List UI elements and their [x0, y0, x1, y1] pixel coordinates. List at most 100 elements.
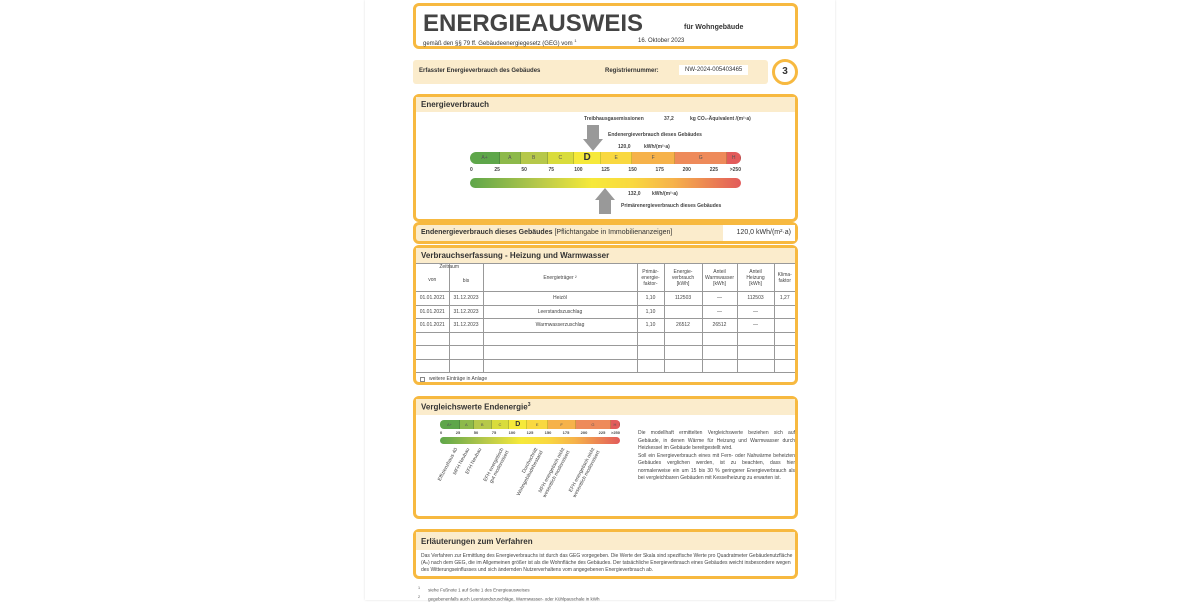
ghg-unit: kg CO₂-Äquivalent /(m²·a)	[690, 116, 751, 122]
cell-consumption: 26512	[664, 319, 702, 333]
cell-heat: —	[737, 305, 774, 319]
cell-pef: 1,10	[637, 292, 664, 306]
cell-consumption	[664, 346, 702, 360]
header-consumption: Energie- verbrauch [kWh]	[664, 264, 702, 292]
energy-class-D: D	[509, 420, 527, 429]
cell-ww	[702, 346, 737, 360]
scale-tick: 125	[601, 167, 609, 173]
cell-climate	[774, 332, 795, 346]
cell-to: 31.12.2023	[449, 319, 483, 333]
cell-from: 01.01.2021	[416, 292, 449, 306]
scale-tick: 75	[492, 430, 496, 435]
scale-tick: 200	[581, 430, 588, 435]
energy-class-C: C	[492, 420, 509, 429]
cell-climate	[774, 319, 795, 333]
energy-class-H: H	[611, 420, 620, 429]
cell-from: 01.01.2021	[416, 305, 449, 319]
cell-to: 31.12.2023	[449, 305, 483, 319]
cell-consumption	[664, 359, 702, 373]
cell-pef	[637, 359, 664, 373]
comparison-footnote: 3	[528, 402, 531, 408]
energy-section: Energieverbrauch Treibhausgasemissionen …	[413, 94, 798, 222]
cell-climate	[774, 346, 795, 360]
cell-carrier: Heizöl	[483, 292, 637, 306]
end-energy-summary: Endenergieverbrauch dieses Gebäudes [Pfl…	[413, 222, 798, 244]
law-text: gemäß den §§ 79 ff. Gebäudeenergiegesetz…	[423, 41, 573, 47]
scale-tick: >250	[730, 167, 741, 173]
registry-label: Erfasster Energieverbrauch des Gebäudes	[419, 68, 540, 74]
energy-class-E: E	[601, 152, 632, 164]
document-title: ENERGIEAUSWEIS	[423, 10, 643, 38]
energy-gradient-bar	[470, 178, 741, 188]
comparison-gradient-bar	[440, 437, 620, 444]
cell-from: 01.01.2021	[416, 319, 449, 333]
footnote-number: 2	[418, 595, 420, 599]
scale-tick: 125	[527, 430, 534, 435]
more-entries-checkbox[interactable]	[420, 377, 425, 382]
cell-carrier	[483, 346, 637, 360]
energy-class-F: F	[632, 152, 675, 164]
cell-heat	[737, 359, 774, 373]
page-number-badge: 3	[772, 59, 798, 85]
cell-consumption: 112503	[664, 292, 702, 306]
cell-pef	[637, 332, 664, 346]
energy-class-A: A	[460, 420, 474, 429]
summary-label: Endenergieverbrauch dieses Gebäudes [Pfl…	[421, 229, 672, 236]
cell-heat: —	[737, 319, 774, 333]
header-from: von	[417, 277, 448, 283]
cell-to	[449, 346, 483, 360]
scale-tick: 100	[509, 430, 516, 435]
cell-consumption	[664, 305, 702, 319]
law-reference: gemäß den §§ 79 ff. Gebäudeenergiegesetz…	[423, 38, 577, 47]
primary-energy-unit: kWh/(m²·a)	[652, 191, 678, 197]
cell-climate: 1,27	[774, 292, 795, 306]
explanation-title: Erläuterungen zum Verfahren	[416, 532, 795, 550]
scale-tick: 225	[710, 167, 718, 173]
cell-heat: 112503	[737, 292, 774, 306]
energy-class-H: H	[727, 152, 741, 164]
registry-number-label: Registriernummer:	[605, 68, 659, 74]
table-row	[416, 332, 795, 346]
cell-ww	[702, 359, 737, 373]
scale-tick: 50	[474, 430, 478, 435]
comparison-text: Die modellhaft ermittelten Vergleichswer…	[638, 430, 795, 483]
cell-climate	[774, 305, 795, 319]
energy-class-B: B	[474, 420, 492, 429]
cell-climate	[774, 359, 795, 373]
consumption-title: Verbrauchserfassung - Heizung und Warmwa…	[416, 248, 795, 263]
scale-tick: 0	[440, 430, 442, 435]
cell-from	[416, 359, 449, 373]
scale-tick: 225	[599, 430, 606, 435]
cell-carrier	[483, 332, 637, 346]
summary-value: 120,0 kWh/(m²·a)	[723, 225, 795, 241]
cell-heat	[737, 346, 774, 360]
energy-class-D: D	[574, 152, 601, 164]
end-energy-arrow-icon	[587, 125, 599, 139]
cell-ww: —	[702, 292, 737, 306]
comparison-text-2: Soll ein Energieverbrauch eines mit Fern…	[638, 453, 795, 483]
registry-bar: Erfasster Energieverbrauch des Gebäudes …	[413, 60, 768, 84]
more-entries-label: weitere Einträge in Anlage	[429, 376, 487, 382]
law-date: 16. Oktober 2023	[638, 38, 684, 44]
comparison-title: Vergleichswerte Endenergie3	[416, 399, 795, 415]
primary-energy-arrow-icon	[599, 200, 611, 214]
header-box: ENERGIEAUSWEIS für Wohngebäude gemäß den…	[413, 3, 798, 49]
scale-tick: 175	[656, 167, 664, 173]
ghg-label: Treibhausgasemissionen	[584, 116, 644, 122]
header-pef: Primär- energie- faktor-	[637, 264, 664, 292]
summary-label-text: Endenergieverbrauch dieses Gebäudes	[421, 229, 553, 236]
footnote-text: siehe Fußnote 1 auf Seite 1 des Energiea…	[428, 588, 530, 593]
cell-from	[416, 346, 449, 360]
scale-tick: 0	[470, 167, 473, 173]
scale-tick: >250	[611, 430, 620, 435]
scale-tick: 150	[545, 430, 552, 435]
